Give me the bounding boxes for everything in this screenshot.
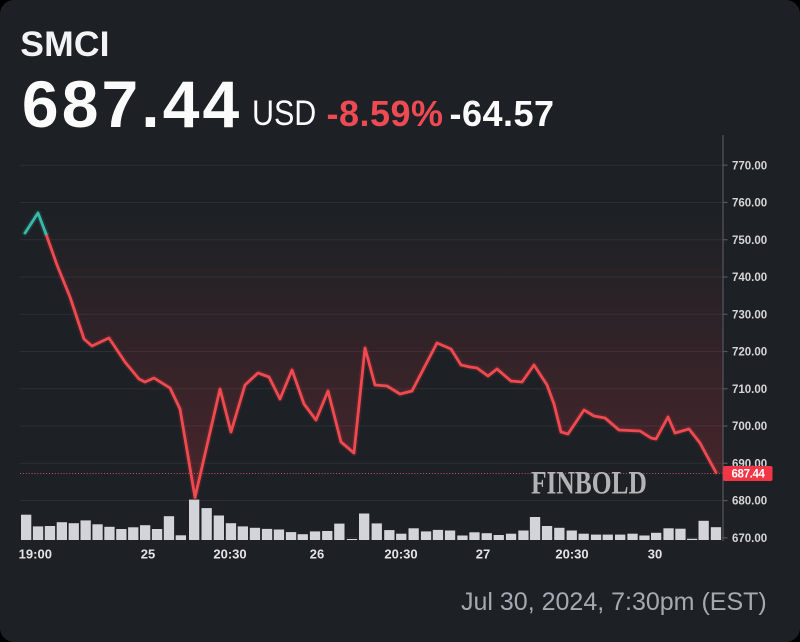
svg-text:750.00: 750.00 [732, 235, 767, 247]
svg-text:20:30: 20:30 [213, 547, 246, 562]
svg-text:687.44: 687.44 [732, 469, 766, 481]
svg-text:740.00: 740.00 [732, 272, 767, 284]
svg-text:680.00: 680.00 [732, 496, 767, 508]
svg-text:26: 26 [310, 547, 324, 562]
svg-text:20:30: 20:30 [555, 547, 588, 562]
svg-text:25: 25 [141, 547, 155, 562]
svg-text:19:00: 19:00 [19, 547, 52, 562]
svg-text:27: 27 [476, 547, 490, 562]
svg-text:720.00: 720.00 [732, 347, 767, 359]
svg-text:30: 30 [648, 547, 662, 562]
svg-text:730.00: 730.00 [732, 309, 767, 321]
svg-text:700.00: 700.00 [732, 421, 767, 433]
svg-text:20:30: 20:30 [384, 547, 417, 562]
svg-text:770.00: 770.00 [732, 160, 767, 172]
svg-text:760.00: 760.00 [732, 198, 767, 210]
svg-text:670.00: 670.00 [732, 533, 767, 545]
svg-text:710.00: 710.00 [732, 384, 767, 396]
svg-text:FINBOLD: FINBOLD [531, 466, 647, 502]
